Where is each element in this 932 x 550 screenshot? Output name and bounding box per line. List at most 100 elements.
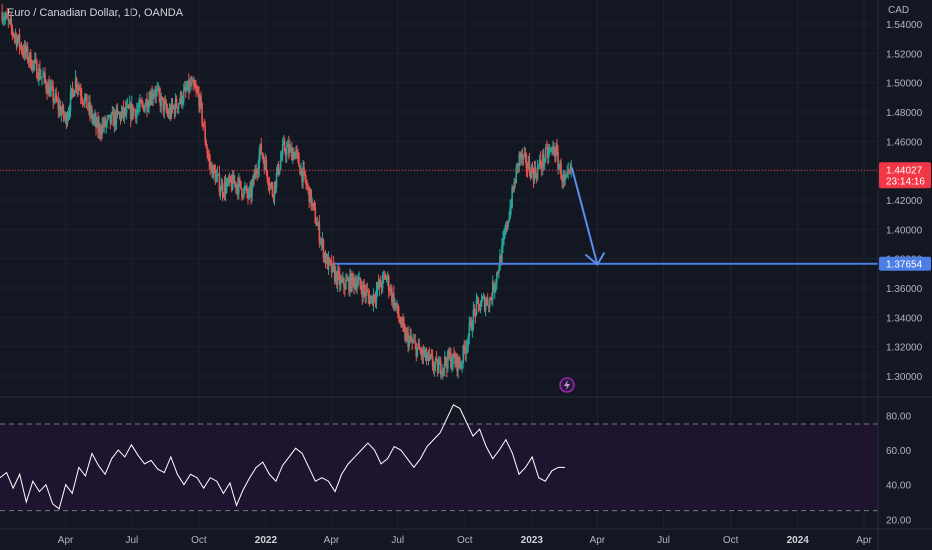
candle-body-405 [414, 341, 417, 344]
rsi-tick-label-2: 40.00 [886, 481, 911, 492]
candle-body-457 [467, 336, 470, 346]
time-tick-label-12: Apr [856, 535, 872, 546]
candle-body-253 [259, 143, 262, 155]
candle-body-389 [398, 314, 400, 319]
candle-body-298 [305, 179, 307, 186]
candle-body-192 [197, 91, 199, 94]
candle-body-338 [346, 280, 348, 282]
candle-body-357 [365, 290, 368, 296]
candle-body-433 [443, 367, 445, 369]
candle-body-252 [258, 154, 260, 169]
candle-body-534 [546, 147, 548, 149]
time-tick-label-2: Oct [191, 535, 207, 546]
candle-body-114 [117, 111, 120, 115]
candle-body-304 [311, 202, 314, 207]
candle-body-67 [69, 92, 72, 112]
candle-body-27 [28, 52, 31, 61]
level-price-tag [879, 256, 931, 271]
candle-body-233 [239, 179, 241, 181]
candle-body-372 [380, 286, 383, 288]
candle-body-397 [406, 332, 408, 334]
lightning-icon [564, 380, 570, 390]
candle-body-379 [387, 276, 390, 292]
candle-body-162 [166, 110, 169, 113]
candle-body-138 [142, 103, 144, 106]
candle-body-36 [38, 68, 40, 80]
candle-body-258 [264, 160, 267, 171]
candle-body-516 [527, 161, 530, 170]
candle-body-541 [553, 147, 555, 154]
candle-body-423 [432, 366, 435, 369]
candle-body-520 [531, 166, 534, 171]
candle-body-87 [90, 109, 92, 114]
candle-body-453 [463, 345, 465, 350]
candle-body-408 [417, 343, 420, 348]
candle-body-255 [261, 152, 264, 156]
candle-body-227 [232, 174, 235, 184]
candle-body-496 [507, 221, 509, 228]
candle-body-308 [315, 223, 318, 226]
candle-body-21 [22, 51, 25, 56]
candle-body-251 [257, 168, 259, 174]
candle-body-61 [63, 116, 66, 118]
candle-body-426 [435, 358, 438, 360]
candle-body-232 [238, 179, 240, 194]
candle-body-62 [64, 114, 67, 117]
candle-body-333 [341, 279, 343, 282]
candle-body-381 [389, 288, 392, 293]
time-tick-label-4: Apr [324, 535, 340, 546]
candle-body-542 [554, 153, 556, 157]
candle-body-316 [323, 253, 326, 259]
candle-body-543 [555, 147, 557, 157]
candle-body-481 [491, 282, 494, 300]
candle-body-82 [85, 93, 87, 98]
candle-body-123 [126, 105, 129, 107]
time-tick-label-10: Oct [723, 535, 739, 546]
candle-body-422 [431, 356, 434, 367]
candle-body-424 [433, 364, 436, 369]
candle-body-146 [150, 92, 152, 105]
candle-body-20 [21, 50, 24, 52]
candle-body-132 [136, 109, 138, 118]
candle-body-269 [275, 173, 278, 188]
candle-body-161 [165, 103, 168, 111]
candle-body-352 [360, 285, 362, 290]
candle-body-380 [388, 291, 391, 293]
candle-body-511 [522, 155, 525, 160]
candle-body-400 [409, 335, 411, 339]
candle-body-196 [201, 103, 203, 124]
candle-body-271 [277, 164, 280, 174]
candle-body-244 [250, 188, 252, 197]
candle-body-15 [16, 39, 19, 46]
candle-body-285 [292, 151, 294, 161]
candle-body-302 [309, 189, 311, 203]
candle-body-94 [97, 119, 99, 133]
candle-body-206 [211, 165, 214, 178]
candle-body-393 [402, 318, 404, 324]
candle-body-245 [251, 183, 253, 197]
candles-group [1, 4, 573, 381]
candle-body-294 [301, 168, 303, 182]
candle-body-537 [549, 149, 551, 152]
candle-body-320 [327, 257, 330, 270]
candle-body-367 [375, 290, 378, 301]
candle-body-431 [440, 373, 443, 375]
candle-body-487 [498, 270, 500, 273]
candle-body-156 [160, 96, 163, 107]
candle-body-419 [428, 353, 431, 356]
candle-body-322 [329, 260, 332, 262]
candle-body-556 [568, 169, 571, 171]
candle-body-102 [105, 122, 108, 126]
candle-body-216 [221, 184, 224, 195]
candle-body-148 [152, 96, 154, 100]
candle-body-53 [55, 93, 58, 101]
candle-body-447 [457, 357, 459, 371]
candle-body-81 [83, 97, 86, 104]
candle-body-175 [179, 92, 182, 102]
rsi-tick-label-3: 20.00 [886, 515, 911, 526]
candle-body-23 [24, 45, 27, 54]
candle-body-324 [331, 263, 334, 273]
candle-body-493 [504, 232, 506, 235]
candle-body-407 [416, 347, 419, 357]
